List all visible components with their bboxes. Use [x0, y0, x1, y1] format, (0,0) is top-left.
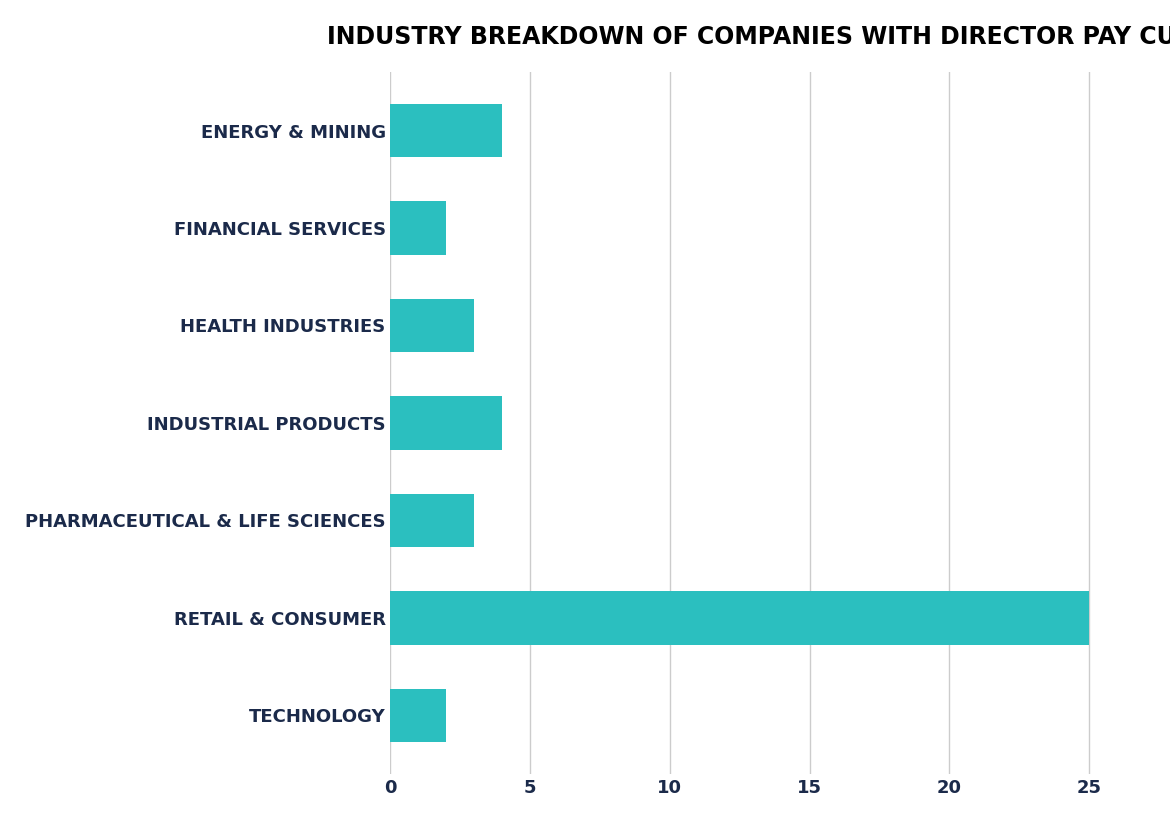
Bar: [391, 104, 502, 157]
Bar: [391, 494, 474, 547]
Bar: [391, 689, 447, 742]
Bar: [391, 591, 1089, 644]
Bar: [391, 396, 502, 450]
Bar: [391, 201, 447, 255]
Bar: [391, 298, 474, 353]
Title: INDUSTRY BREAKDOWN OF COMPANIES WITH DIRECTOR PAY CUTS: INDUSTRY BREAKDOWN OF COMPANIES WITH DIR…: [326, 25, 1170, 49]
